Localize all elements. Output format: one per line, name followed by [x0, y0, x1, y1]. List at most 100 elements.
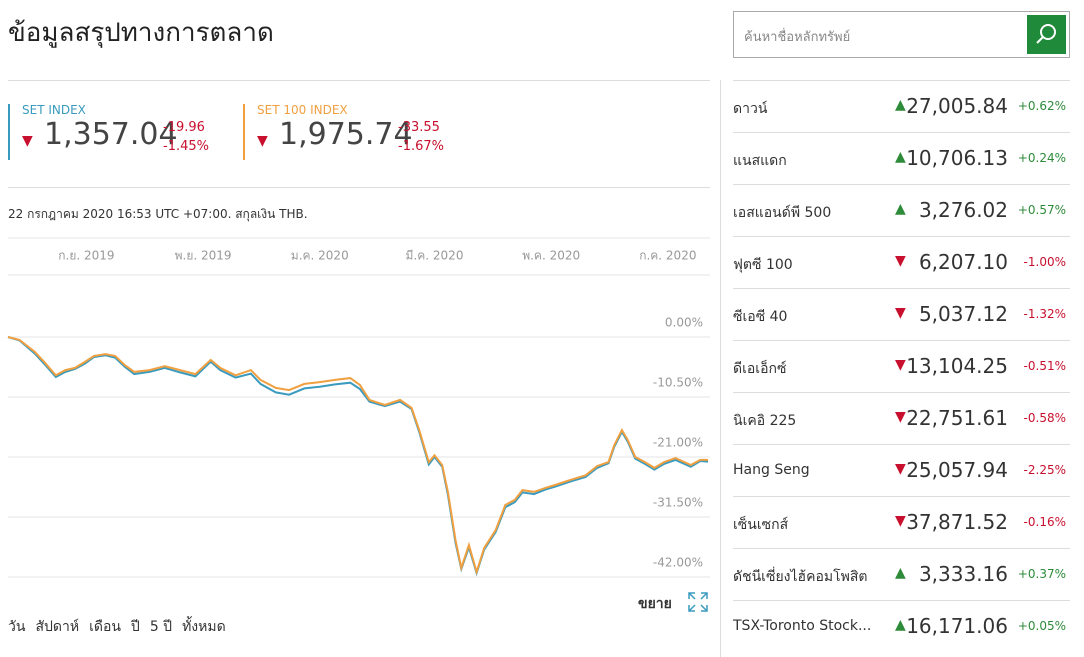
y-tick-label: -42.00% [653, 556, 703, 570]
market-change: -0.16% [1023, 515, 1066, 529]
market-value: 37,871.52 [906, 510, 1008, 534]
up-arrow: ▲ [895, 565, 906, 581]
search-placeholder: ค้นหาชื่อหลักทรัพย์ [744, 30, 851, 45]
market-change: -1.00% [1023, 255, 1066, 269]
range-button[interactable]: ทั้งหมด [182, 619, 226, 635]
market-value: 27,005.84 [906, 94, 1008, 118]
y-tick-label: -10.50% [653, 376, 703, 390]
index-change-percent: -1.67% [398, 139, 444, 154]
market-name: Hang Seng [733, 462, 810, 478]
market-value: 16,171.06 [906, 614, 1008, 638]
market-change: +0.05% [1017, 619, 1066, 633]
down-arrow: ▼ [895, 253, 906, 269]
market-value: 10,706.13 [906, 146, 1008, 170]
range-button[interactable]: 5 ปี [149, 619, 173, 635]
divider [720, 80, 721, 657]
range-button[interactable]: สัปดาห์ [35, 619, 80, 635]
x-tick-label: ก.ย. 2019 [58, 249, 114, 263]
up-arrow: ▲ [895, 617, 906, 633]
page-title: ข้อมูลสรุปทางการตลาด [8, 18, 274, 48]
market-row[interactable]: ▲ ดัชนีเซี่ยงไฮ้คอมโพสิต 3,333.16 +0.37% [733, 548, 1070, 601]
up-arrow: ▲ [895, 149, 906, 165]
index-bar [8, 104, 10, 160]
expand-label[interactable]: ขยาย [638, 596, 672, 612]
y-tick-label: 0.00% [665, 316, 703, 330]
market-row[interactable]: ▼ นิเคอิ 225 22,751.61 -0.58% [733, 392, 1070, 445]
market-name: ฟุตซี 100 [733, 257, 793, 273]
market-value: 3,276.02 [918, 198, 1008, 222]
market-name: ดีเอเอ็กซ์ [733, 361, 787, 377]
range-button[interactable]: วัน [8, 619, 26, 635]
market-change: +0.37% [1017, 567, 1066, 581]
market-change: -0.58% [1023, 411, 1066, 425]
range-button[interactable]: เดือน [89, 619, 121, 635]
market-row[interactable]: ▼ ซีเอซี 40 5,037.12 -1.32% [733, 288, 1070, 341]
index-change: -33.55 [398, 120, 440, 135]
down-arrow: ▼ [257, 133, 268, 149]
market-row[interactable]: ▲ ดาวน์ 27,005.84 +0.62% [733, 80, 1070, 133]
range-buttons: วัน สัปดาห์ เดือน ปี 5 ปี ทั้งหมด [8, 616, 236, 638]
y-tick-label: -31.50% [653, 496, 703, 510]
market-name: เอสแอนด์พี 500 [733, 205, 832, 221]
index-change: -19.96 [163, 120, 205, 135]
index-name: SET INDEX [22, 103, 86, 117]
market-name: ซีเอซี 40 [733, 309, 788, 325]
market-change: +0.62% [1017, 99, 1066, 113]
market-row[interactable]: ▼ ฟุตซี 100 6,207.10 -1.00% [733, 236, 1070, 289]
x-tick-label: พ.ค. 2020 [522, 249, 580, 263]
market-name: เซ็นเซกส์ [733, 517, 789, 533]
x-tick-label: ก.ค. 2020 [639, 249, 696, 263]
x-tick-label: ม.ค. 2020 [291, 249, 349, 263]
down-arrow: ▼ [895, 357, 906, 373]
market-change: -1.32% [1023, 307, 1066, 321]
market-value: 22,751.61 [906, 406, 1008, 430]
y-tick-label: -21.00% [653, 436, 703, 450]
index-value: 1,975.74 [279, 117, 413, 152]
market-change: -2.25% [1023, 463, 1066, 477]
search-button[interactable] [1027, 15, 1066, 54]
down-arrow: ▼ [895, 513, 906, 529]
divider [8, 80, 710, 81]
x-tick-label: พ.ย. 2019 [175, 249, 232, 263]
series-line [7, 336, 709, 577]
market-row[interactable]: ▼ เซ็นเซกส์ 37,871.52 -0.16% [733, 496, 1070, 549]
market-value: 13,104.25 [906, 354, 1008, 378]
down-arrow: ▼ [895, 409, 906, 425]
market-row[interactable]: ▲ แนสแดก 10,706.13 +0.24% [733, 132, 1070, 185]
x-tick-label: มี.ค. 2020 [406, 249, 464, 263]
market-name: ดาวน์ [733, 101, 768, 117]
market-name: แนสแดก [733, 153, 787, 169]
market-row[interactable]: ▼ ดีเอเอ็กซ์ 13,104.25 -0.51% [733, 340, 1070, 393]
index-name: SET 100 INDEX [257, 103, 348, 117]
market-change: +0.57% [1017, 203, 1066, 217]
market-value: 25,057.94 [906, 458, 1008, 482]
divider [8, 187, 710, 188]
expand-icon[interactable] [687, 591, 709, 613]
up-arrow: ▲ [895, 201, 906, 217]
market-name: TSX-Toronto Stock... [733, 618, 872, 634]
market-row[interactable]: ▲ TSX-Toronto Stock... 16,171.06 +0.05% [733, 600, 1070, 653]
index-change-percent: -1.45% [163, 139, 209, 154]
down-arrow: ▼ [895, 305, 906, 321]
market-value: 6,207.10 [918, 250, 1008, 274]
market-name: ดัชนีเซี่ยงไฮ้คอมโพสิต [733, 569, 868, 585]
market-change: +0.24% [1017, 151, 1066, 165]
market-name: นิเคอิ 225 [733, 413, 797, 429]
range-button[interactable]: ปี [130, 619, 140, 635]
search-box[interactable]: ค้นหาชื่อหลักทรัพย์ [733, 11, 1070, 58]
market-row[interactable]: ▲ เอสแอนด์พี 500 3,276.02 +0.57% [733, 184, 1070, 237]
market-change: -0.51% [1023, 359, 1066, 373]
market-value: 5,037.12 [918, 302, 1008, 326]
timestamp: 22 กรกฎาคม 2020 16:53 UTC +07:00. สกุลเง… [8, 207, 308, 221]
market-row[interactable]: ▼ Hang Seng 25,057.94 -2.25% [733, 444, 1070, 497]
market-value: 3,333.16 [918, 562, 1008, 586]
series-line [7, 336, 708, 576]
search-icon [1036, 24, 1056, 44]
chart: ก.ย. 2019 พ.ย. 2019 ม.ค. 2020 มี.ค. 2020 พ.ค… [7, 237, 710, 578]
up-arrow: ▲ [895, 97, 906, 113]
index-bar [243, 104, 245, 160]
index-value: 1,357.04 [44, 117, 178, 152]
down-arrow: ▼ [895, 461, 906, 477]
down-arrow: ▼ [22, 133, 33, 149]
